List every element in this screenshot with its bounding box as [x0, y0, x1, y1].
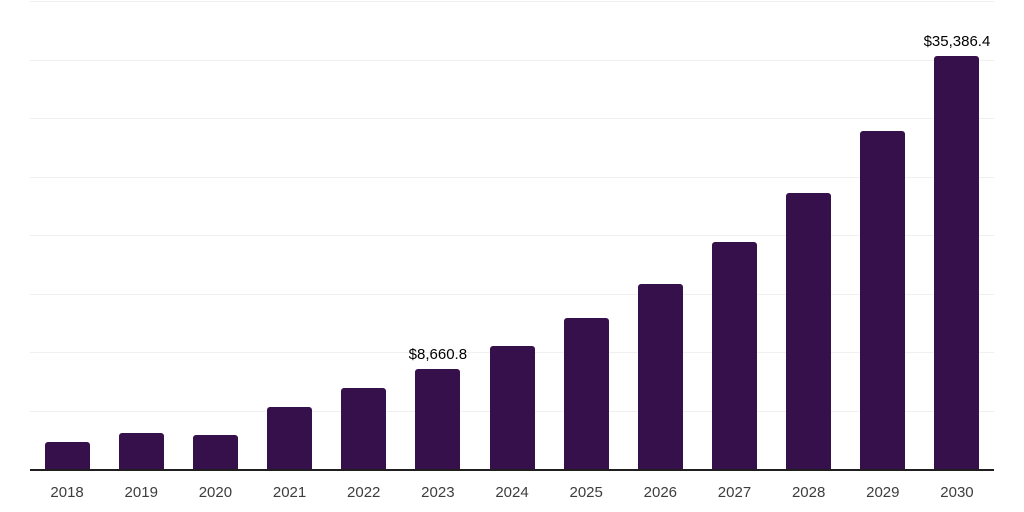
x-axis-label-2019: 2019 [124, 484, 158, 501]
bar-2027[interactable] [711, 241, 757, 470]
data-label-2030: $35,386.4 [923, 32, 991, 50]
x-axis-label-2022: 2022 [347, 484, 381, 501]
x-axis-label-2028: 2028 [791, 484, 826, 501]
bar-slot [104, 2, 178, 470]
bar-2022[interactable] [341, 387, 387, 470]
x-axis-label-2018: 2018 [50, 484, 84, 501]
bar-2029[interactable] [860, 130, 906, 470]
x-axis-label-2024: 2024 [495, 484, 529, 501]
gridline [30, 176, 994, 178]
bar-2026[interactable] [637, 283, 683, 470]
bar-slot [772, 2, 846, 470]
gridline [30, 118, 994, 119]
bar-2028[interactable] [786, 193, 832, 470]
x-axis-label-2027: 2027 [717, 484, 752, 501]
gridline [30, 1, 994, 2]
bar-slot: $35,386.4 [920, 2, 994, 470]
data-label-2023: $8,660.8 [408, 345, 468, 363]
plot-area: $8,660.8 $35,386.4 [30, 1, 994, 470]
x-axis-labels: 2018 2019 2020 2021 2022 2023 2024 2025 2026 2027… [30, 484, 994, 502]
x-axis-line [30, 469, 994, 471]
bar-slot [697, 2, 771, 470]
bar-slot: $8,660.8 [401, 2, 475, 470]
bar-slot [252, 2, 326, 470]
bar-2018[interactable] [44, 441, 90, 470]
bar-2021[interactable] [267, 406, 313, 470]
bars: $8,660.8 $35,386.4 [30, 2, 994, 470]
bar-slot [327, 2, 401, 470]
x-axis-label-2026: 2026 [643, 484, 678, 501]
bar-slot [623, 2, 697, 470]
bar-slot [178, 2, 252, 470]
bar-2023[interactable] [415, 368, 461, 470]
x-axis-label-2021: 2021 [272, 484, 307, 501]
bar-slot [846, 2, 920, 470]
bar-2020[interactable] [192, 434, 238, 470]
x-axis-label-2025: 2025 [569, 484, 603, 501]
x-axis-label-2020: 2020 [198, 484, 233, 501]
bar-slot [30, 2, 104, 470]
x-axis-label-2030: 2030 [940, 484, 974, 501]
bar-slot [475, 2, 549, 470]
x-axis-label-2029: 2029 [866, 484, 900, 501]
gridline [30, 235, 994, 236]
bar-2025[interactable] [563, 317, 609, 470]
gridline [30, 293, 994, 295]
bar-slot [549, 2, 623, 470]
x-axis-label-2023: 2023 [421, 484, 455, 501]
bar-2024[interactable] [489, 345, 535, 470]
bar-2019[interactable] [118, 432, 164, 470]
gridline [30, 59, 994, 61]
bar-2030[interactable] [934, 55, 980, 470]
